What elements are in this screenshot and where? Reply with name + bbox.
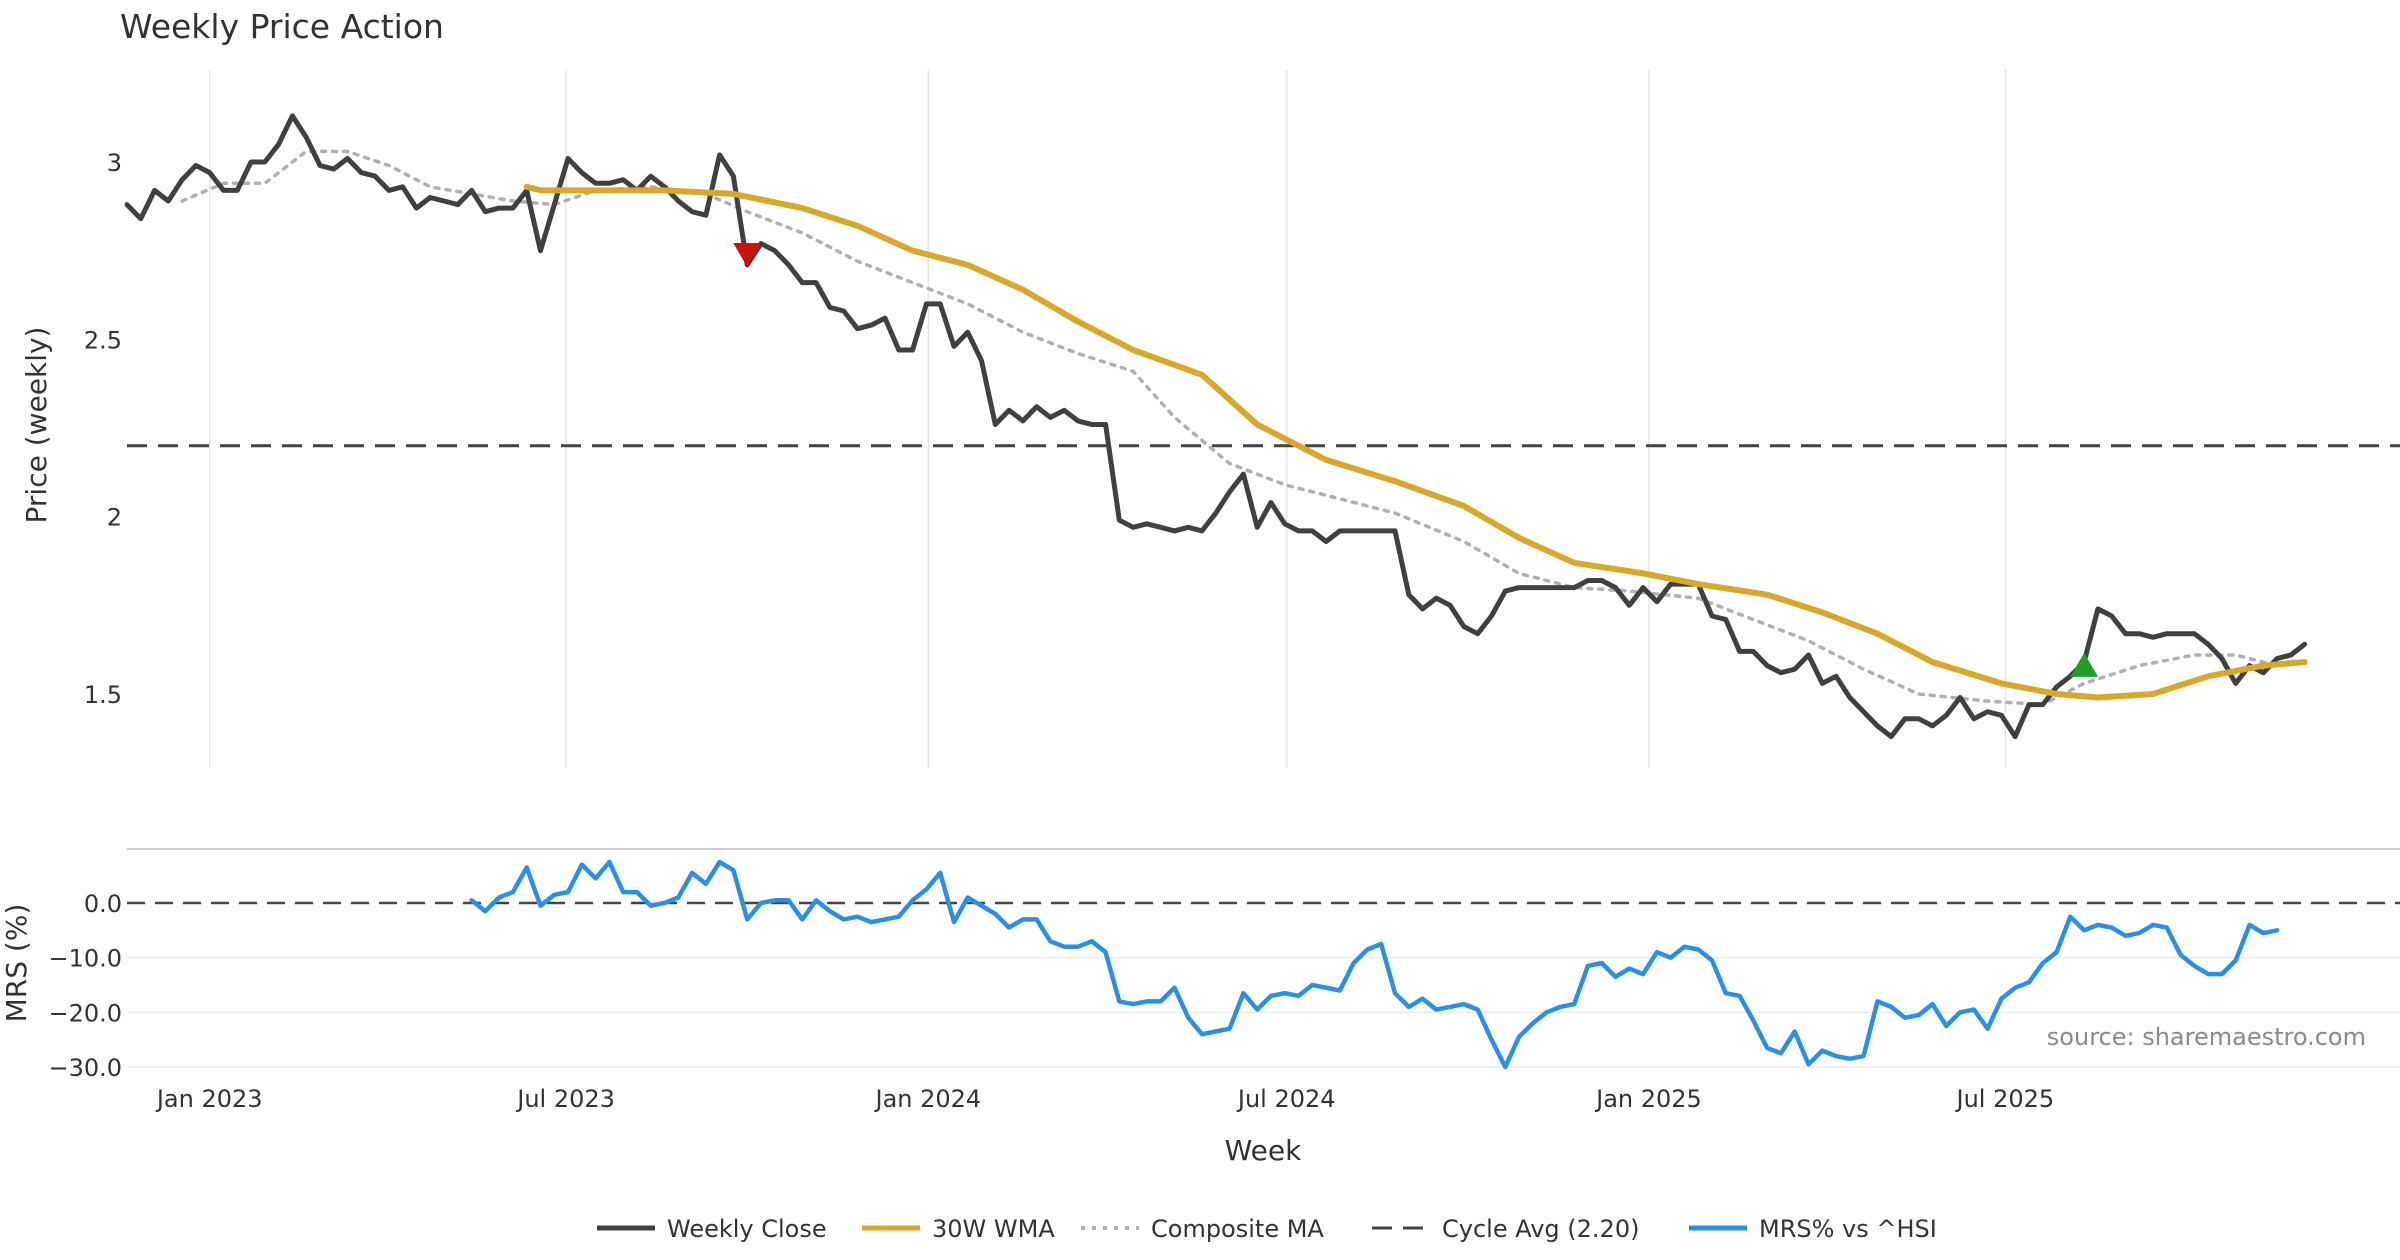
signal-markers [733, 243, 2099, 677]
legend-label: Composite MA [1151, 1215, 1324, 1243]
x-axis-label: Week [1225, 1134, 1302, 1167]
legend-label: Weekly Close [667, 1215, 827, 1243]
chart-title: Weekly Price Action [120, 7, 444, 46]
series-line-30w-wma [523, 183, 2308, 701]
price-y-tick-label: 2 [107, 504, 122, 532]
mrs-grid [127, 956, 2400, 1068]
mrs-panel: 0.0 −10.0 −20.0 −30.0 MRS (%) source: share… [0, 859, 2400, 1082]
x-tick-label: Jan 2024 [874, 1085, 982, 1113]
sell-signal-marker [733, 243, 762, 267]
source-annotation: source: sharemaestro.com [2047, 1023, 2366, 1051]
series-line-composite-ma [180, 149, 2307, 707]
mrs-series [469, 859, 2280, 1070]
price-series [124, 113, 2308, 740]
price-y-tick-label: 3 [107, 149, 122, 177]
legend-label: MRS% vs ^HSI [1759, 1215, 1937, 1243]
legend-label: 30W WMA [932, 1215, 1055, 1243]
legend: Weekly Close 30W WMA Composite MA Cycle Avg… [597, 1215, 1937, 1243]
series-line-weekly-close [124, 113, 2308, 740]
price-grid [208, 70, 2007, 768]
mrs-y-axis-label: MRS (%) [0, 904, 33, 1023]
x-tick-label: Jan 2023 [155, 1085, 263, 1113]
price-y-tick-label: 1.5 [84, 681, 122, 709]
x-tick-label: Jan 2025 [1594, 1085, 1702, 1113]
price-y-tick-label: 2.5 [84, 326, 122, 354]
x-tick-label: Jul 2024 [1236, 1085, 1336, 1113]
mrs-y-tick-label: −20.0 [48, 999, 122, 1027]
mrs-y-tick-label: −30.0 [48, 1054, 122, 1082]
mrs-y-ticks: 0.0 −10.0 −20.0 −30.0 [48, 890, 122, 1082]
price-panel: 1.5 2 2.5 3 Price (weekly) [20, 70, 2400, 768]
x-tick-label: Jul 2023 [515, 1085, 615, 1113]
x-tick-label: Jul 2025 [1955, 1085, 2055, 1113]
legend-label: Cycle Avg (2.20) [1442, 1215, 1639, 1243]
x-axis-ticks: Jan 2023 Jul 2023 Jan 2024 Jul 2024 Jan 2025… [155, 1085, 2054, 1113]
price-y-ticks: 1.5 2 2.5 3 [84, 149, 122, 709]
mrs-y-tick-label: 0.0 [84, 890, 122, 918]
buy-signal-marker [2070, 653, 2099, 677]
series-line-mrs [469, 859, 2280, 1070]
price-y-axis-label: Price (weekly) [20, 327, 53, 524]
mrs-y-tick-label: −10.0 [48, 945, 122, 973]
